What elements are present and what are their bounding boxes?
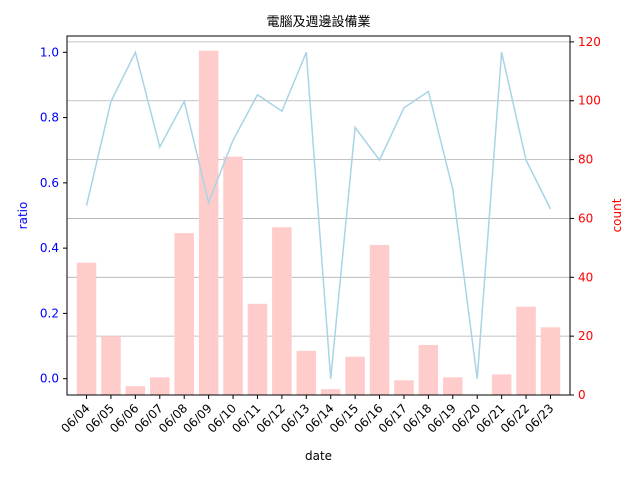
bar	[296, 350, 317, 395]
left-tick-label: 0.6	[40, 176, 59, 190]
grid	[67, 41, 570, 396]
left-tick-label: 0.8	[40, 111, 59, 125]
bar	[540, 327, 561, 395]
bar	[76, 262, 97, 395]
bar	[516, 306, 536, 395]
right-tick-label: 40	[578, 270, 593, 284]
x-axis-label: date	[305, 449, 332, 463]
right-axis: 0 20 40 60 80 100 120	[570, 35, 601, 402]
right-tick-label: 80	[578, 153, 593, 167]
plot-frame	[66, 35, 571, 396]
left-tick-label: 0.0	[40, 372, 59, 386]
left-tick-label: 1.0	[40, 45, 59, 59]
bar	[101, 336, 121, 395]
bar	[223, 156, 243, 395]
left-tick-label: 0.4	[40, 241, 59, 255]
right-tick-label: 20	[578, 329, 593, 343]
line-series	[85, 50, 552, 379]
bar	[247, 303, 268, 395]
bar	[491, 374, 512, 395]
right-tick-label: 0	[578, 388, 586, 402]
bar	[443, 377, 463, 395]
bar	[345, 356, 365, 395]
left-axis-label: ratio	[16, 202, 30, 230]
x-axis: 06/0406/0506/0606/0706/0806/0906/1006/11…	[58, 395, 557, 436]
bar	[418, 344, 439, 395]
right-axis-label: count	[610, 198, 624, 232]
bar	[369, 244, 390, 395]
bar	[198, 50, 219, 396]
bar	[394, 380, 414, 395]
bar-series	[76, 50, 561, 396]
bar	[125, 386, 146, 395]
bar	[174, 233, 194, 395]
right-tick-label: 120	[578, 35, 601, 49]
bar	[150, 377, 170, 395]
left-axis: 0.0 0.2 0.4 0.6 0.8 1.0	[40, 45, 67, 386]
bar	[320, 389, 341, 395]
right-tick-label: 100	[578, 94, 601, 108]
chart-title: 電腦及週邊設備業	[266, 14, 370, 30]
bar	[272, 227, 292, 395]
left-tick-label: 0.2	[40, 306, 59, 320]
right-tick-label: 60	[578, 211, 593, 225]
ratio-line	[85, 50, 552, 379]
